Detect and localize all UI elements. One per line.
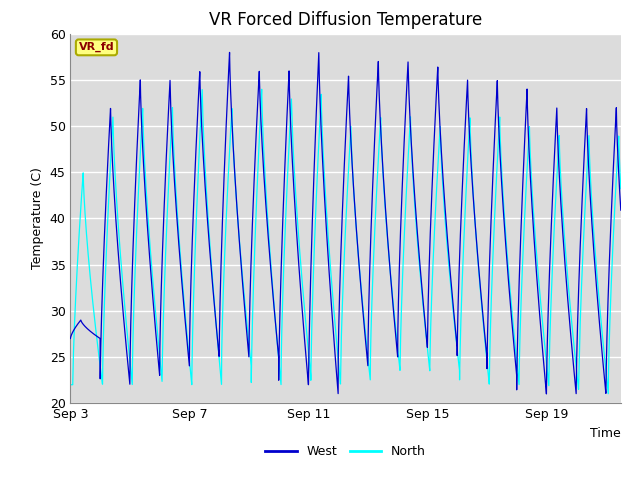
West bbox=[226, 49, 234, 55]
West bbox=[617, 207, 625, 213]
North bbox=[504, 261, 512, 266]
Legend: West, North: West, North bbox=[260, 441, 431, 464]
North bbox=[266, 246, 273, 252]
North bbox=[617, 186, 625, 192]
X-axis label: Time: Time bbox=[590, 427, 621, 440]
West bbox=[67, 336, 74, 341]
West bbox=[475, 263, 483, 268]
North bbox=[604, 391, 612, 396]
North bbox=[392, 331, 400, 336]
Line: West: West bbox=[70, 52, 621, 394]
Line: North: North bbox=[70, 89, 621, 394]
North bbox=[94, 346, 102, 352]
North bbox=[475, 265, 483, 271]
North bbox=[258, 86, 266, 92]
West bbox=[543, 391, 550, 397]
Text: VR_fd: VR_fd bbox=[79, 42, 115, 52]
West bbox=[392, 337, 400, 343]
West bbox=[94, 334, 102, 340]
West bbox=[266, 253, 273, 259]
West bbox=[504, 270, 512, 276]
West bbox=[416, 264, 424, 270]
North bbox=[67, 382, 74, 388]
Y-axis label: Temperature (C): Temperature (C) bbox=[31, 168, 44, 269]
Title: VR Forced Diffusion Temperature: VR Forced Diffusion Temperature bbox=[209, 11, 482, 29]
North bbox=[416, 271, 424, 276]
